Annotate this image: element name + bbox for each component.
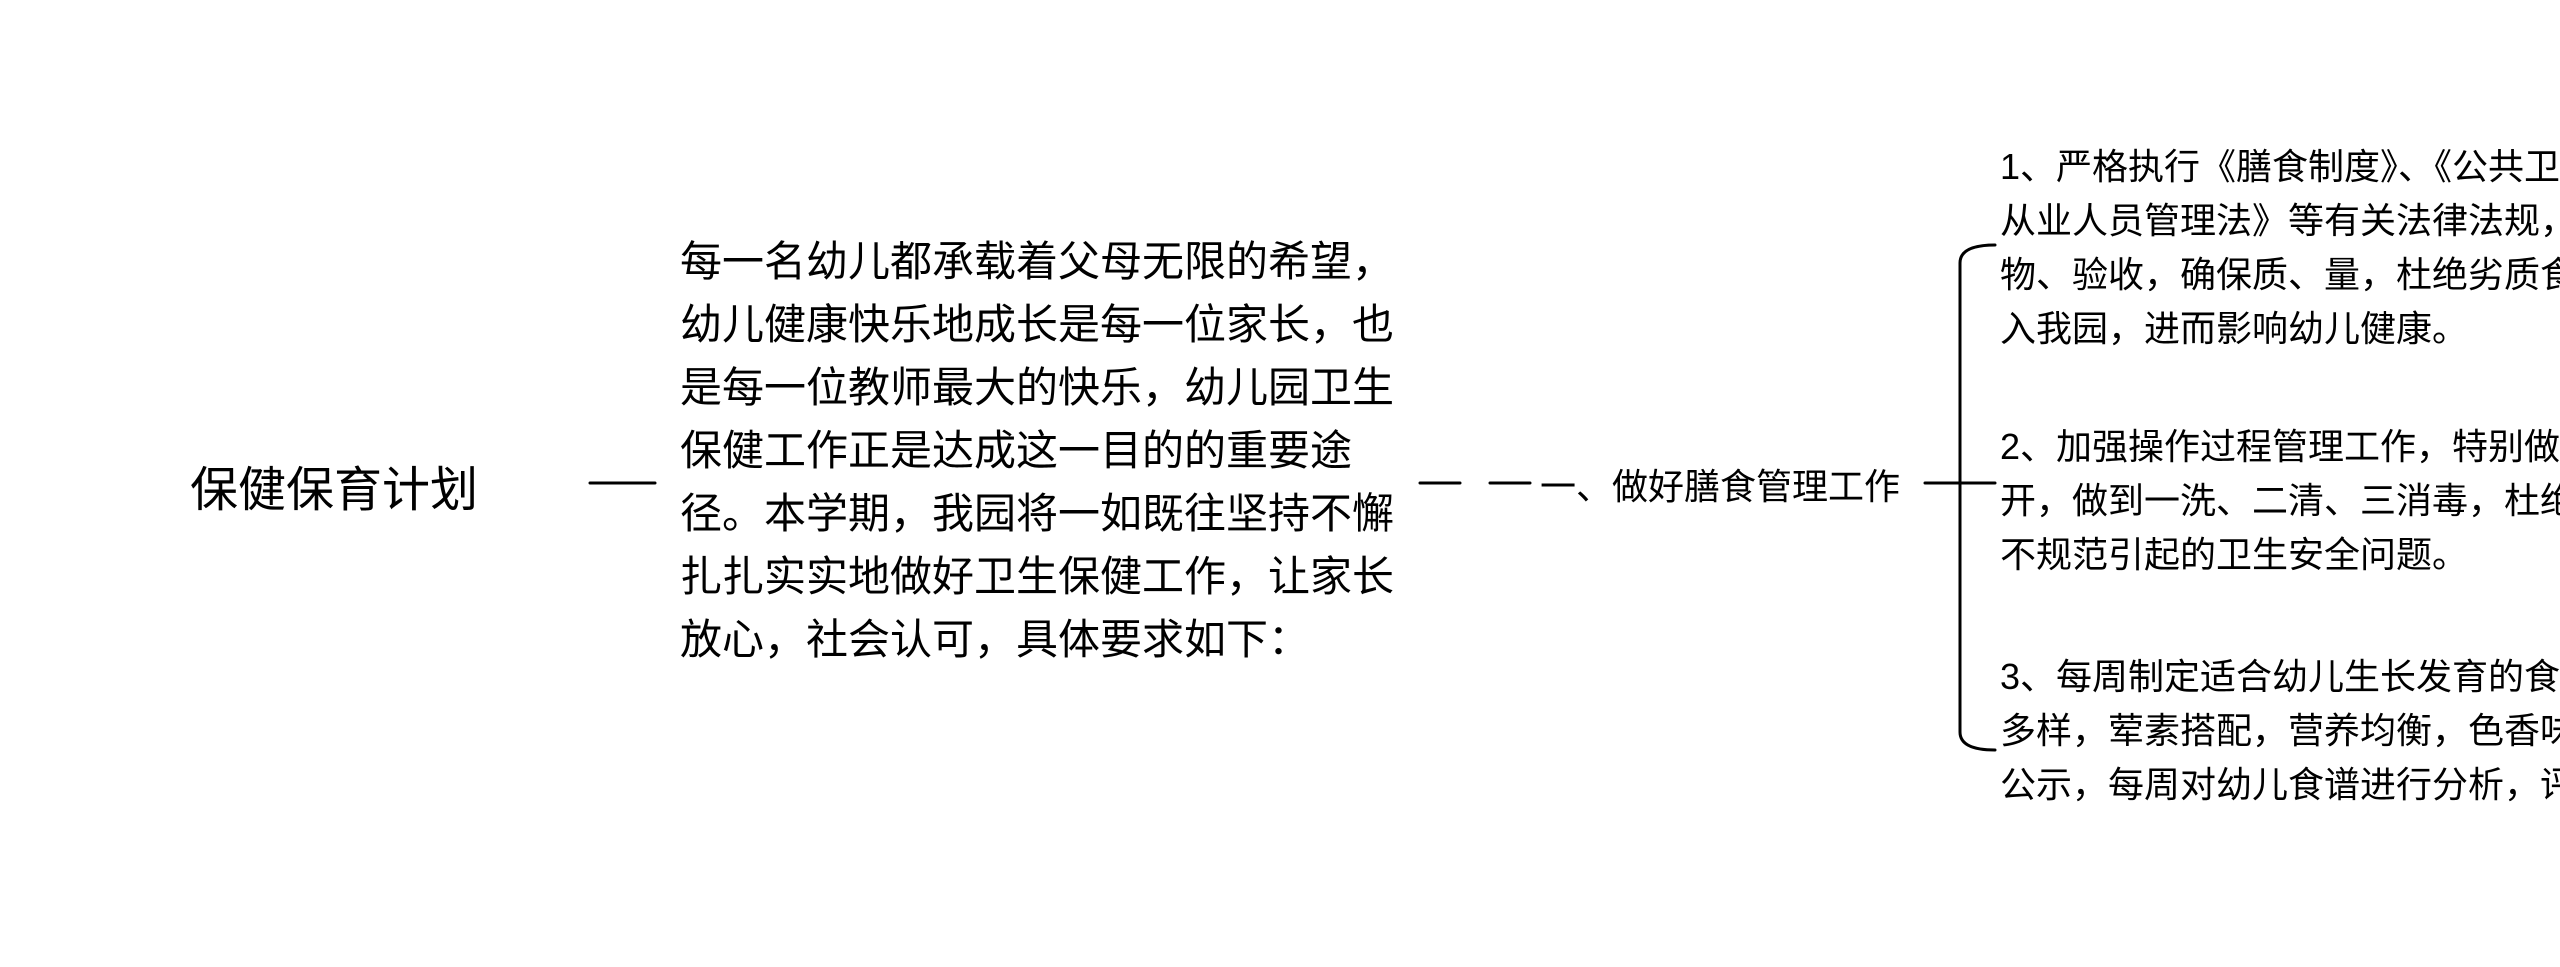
leaf-node-1: 1、严格执行《膳食制度》、《公共卫生法》、《饮食从业人员管理法》等有关法律法规，… [2000, 140, 2560, 356]
leaf-node-2: 2、加强操作过程管理工作，特别做到生、熟分开，做到一洗、二清、三消毒，杜绝一切因… [2000, 420, 2560, 582]
root-node: 保健保育计划 [190, 455, 478, 527]
section-node: 一、做好膳食管理工作 [1540, 460, 1900, 514]
leaf-node-3: 3、每周制定适合幼儿生长发育的食谱，讲究菜品多样，荤素搭配，营养均衡，色香味美，… [2000, 650, 2560, 812]
mindmap-canvas: 保健保育计划 每一名幼儿都承载着父母无限的希望，幼儿健康快乐地成长是每一位家长，… [0, 0, 2560, 967]
bracket-spine [1960, 245, 1995, 750]
intro-node: 每一名幼儿都承载着父母无限的希望，幼儿健康快乐地成长是每一位家长，也是每一位教师… [680, 230, 1400, 671]
